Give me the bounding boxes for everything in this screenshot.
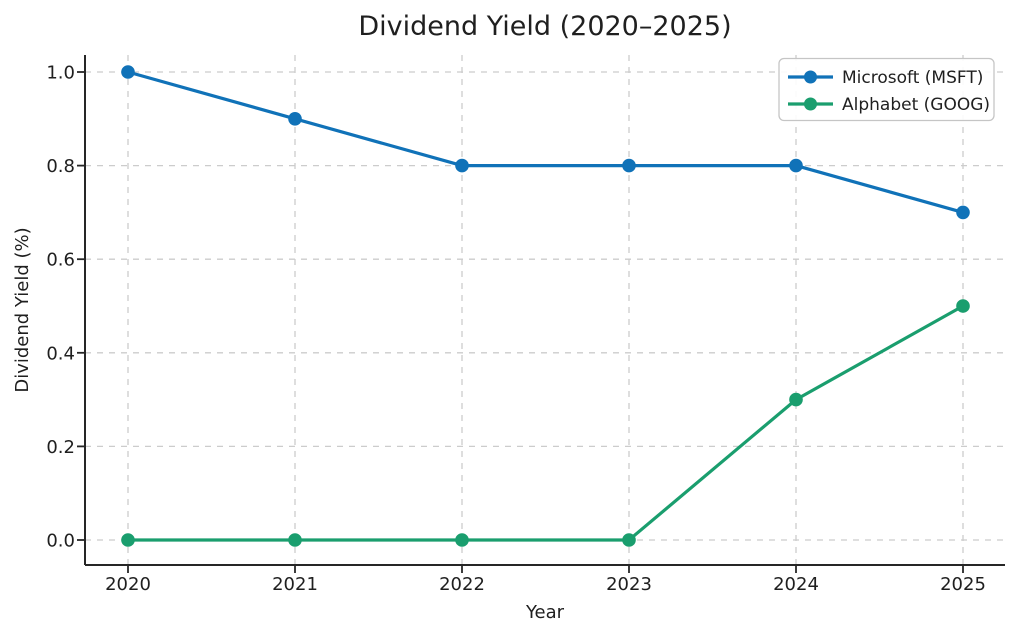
legend-label: Alphabet (GOOG) <box>842 95 990 115</box>
x-tick-label: 2023 <box>606 574 652 595</box>
data-point-marker <box>956 205 970 220</box>
data-point-marker <box>121 65 135 79</box>
data-point-marker <box>622 533 636 547</box>
grid-layer <box>85 55 1005 565</box>
x-tick-label: 2020 <box>105 574 151 595</box>
data-point-marker <box>455 533 469 547</box>
x-tick-label: 2024 <box>773 574 819 595</box>
y-tick-label: 1.0 <box>46 63 75 84</box>
series-line-0 <box>126 70 965 214</box>
legend-label: Microsoft (MSFT) <box>842 68 983 88</box>
x-tick-label: 2021 <box>272 574 318 595</box>
chart-title: Dividend Yield (2020–2025) <box>358 11 731 42</box>
series-line-1 <box>126 304 965 542</box>
legend-marker <box>804 70 817 84</box>
data-point-marker <box>789 158 803 173</box>
data-point-marker <box>288 533 302 547</box>
y-tick-label: 0.8 <box>46 156 75 177</box>
data-point-marker <box>455 158 469 173</box>
y-tick-label: 0.2 <box>46 437 75 458</box>
data-point-marker <box>622 158 636 173</box>
data-point-marker <box>288 112 302 126</box>
y-axis-label: Dividend Yield (%) <box>12 227 33 392</box>
x-tick-label: 2022 <box>439 574 485 595</box>
x-axis-label: Year <box>525 602 565 623</box>
y-tick-label: 0.0 <box>46 531 75 552</box>
series-layer <box>121 65 970 547</box>
data-point-marker <box>789 392 803 407</box>
legend: Microsoft (MSFT) Alphabet (GOOG) <box>778 57 995 122</box>
tick-label-layer: 2020 2021 2022 2023 2024 2025 0.0 0.2 0.4 0.6 0.8 1… <box>46 63 986 596</box>
data-point-marker <box>956 299 970 313</box>
axes-layer <box>77 55 1005 573</box>
data-point-marker <box>121 533 135 547</box>
y-tick-label: 0.4 <box>46 343 75 364</box>
x-tick-label: 2025 <box>940 574 986 595</box>
y-tick-label: 0.6 <box>46 250 75 271</box>
legend-marker <box>804 97 817 111</box>
